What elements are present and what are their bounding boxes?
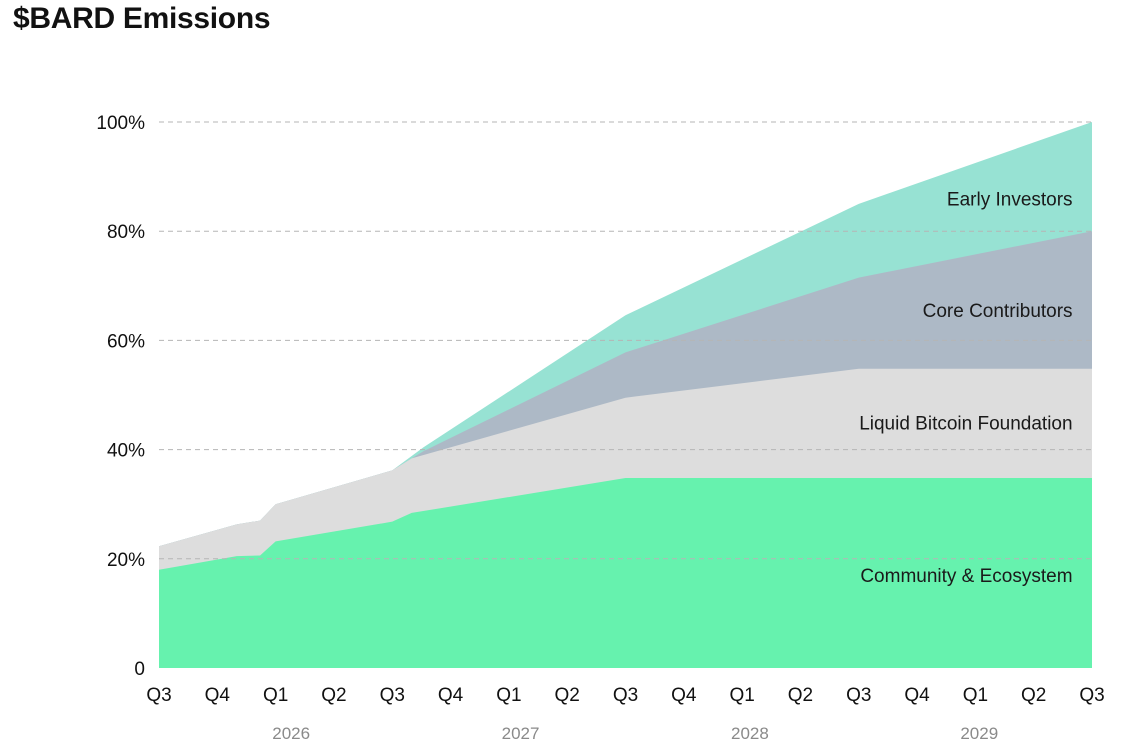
- year-labels: 2026 2027 2028 2029: [272, 724, 998, 743]
- area-series-group: [159, 122, 1092, 668]
- y-tick-label: 20%: [107, 550, 145, 571]
- y-tick-label: 100%: [96, 113, 145, 134]
- y-tick-label: 60%: [107, 331, 145, 352]
- y-tick-label: 0: [134, 659, 145, 680]
- year-label: 2028: [731, 724, 769, 743]
- x-tick-label: Q3: [846, 685, 871, 706]
- series-label-foundation: Liquid Bitcoin Foundation: [859, 413, 1072, 434]
- x-tick-label: Q1: [496, 685, 521, 706]
- x-axis-ticks: Q3 Q4 Q1 Q2 Q3 Q4 Q1 Q2 Q3 Q4 Q1 Q2 Q3 Q4 Q1 Q2 Q3: [146, 685, 1104, 706]
- x-tick-label: Q2: [788, 685, 813, 706]
- x-tick-label: Q3: [613, 685, 638, 706]
- y-tick-label: 40%: [107, 441, 145, 462]
- y-axis-ticks: 0 20% 40% 60% 80% 100%: [96, 113, 145, 680]
- year-label: 2027: [502, 724, 540, 743]
- gridlines: [159, 121, 1092, 560]
- series-labels: Community & Ecosystem Liquid Bitcoin Foun…: [859, 189, 1072, 587]
- chart-title: $BARD Emissions: [13, 2, 271, 35]
- series-label-investors: Early Investors: [947, 189, 1073, 210]
- x-tick-label: Q4: [671, 685, 697, 706]
- x-tick-label: Q2: [1021, 685, 1046, 706]
- x-tick-label: Q3: [1079, 685, 1104, 706]
- area-community: [159, 477, 1092, 668]
- x-tick-label: Q1: [729, 685, 754, 706]
- x-tick-label: Q2: [555, 685, 580, 706]
- year-label: 2026: [272, 724, 310, 743]
- year-label: 2029: [960, 724, 998, 743]
- x-tick-label: Q1: [263, 685, 288, 706]
- series-label-community: Community & Ecosystem: [860, 566, 1072, 587]
- x-tick-label: Q4: [205, 685, 231, 706]
- x-tick-label: Q3: [380, 685, 405, 706]
- x-tick-label: Q1: [963, 685, 988, 706]
- y-tick-label: 80%: [107, 222, 145, 243]
- series-label-contributors: Core Contributors: [923, 301, 1073, 322]
- x-tick-label: Q2: [321, 685, 346, 706]
- x-tick-label: Q3: [146, 685, 171, 706]
- x-tick-label: Q4: [904, 685, 930, 706]
- x-tick-label: Q4: [438, 685, 464, 706]
